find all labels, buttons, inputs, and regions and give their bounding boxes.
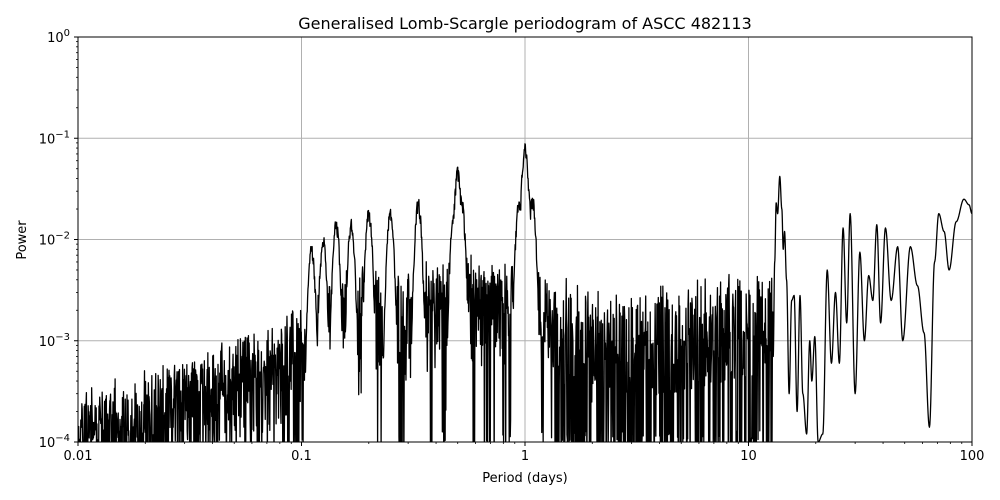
x-tick-label: 1	[521, 449, 529, 464]
periodogram-series	[78, 143, 972, 442]
x-axis-label: Period (days)	[482, 471, 568, 486]
x-tick-label: 0.01	[64, 449, 93, 464]
x-tick-label: 100	[960, 449, 985, 464]
chart-title: Generalised Lomb-Scargle periodogram of …	[298, 14, 752, 33]
x-tick-label: 10	[740, 449, 757, 464]
y-tick-label: 10−2	[39, 231, 70, 249]
periodogram-line	[78, 143, 972, 442]
y-tick-label: 10−1	[39, 129, 70, 147]
y-tick-label: 100	[47, 28, 70, 46]
y-tick-label: 10−3	[39, 332, 70, 350]
y-tick-label: 10−4	[39, 433, 70, 451]
x-tick-label: 0.1	[291, 449, 312, 464]
y-axis-ticks: 10−4 10−3 10−2 10−1 100	[39, 28, 78, 451]
grid-lines	[78, 37, 972, 442]
x-axis-ticks: 0.01 0.1 1 10 100	[64, 442, 985, 464]
y-axis-label: Power	[15, 220, 30, 260]
